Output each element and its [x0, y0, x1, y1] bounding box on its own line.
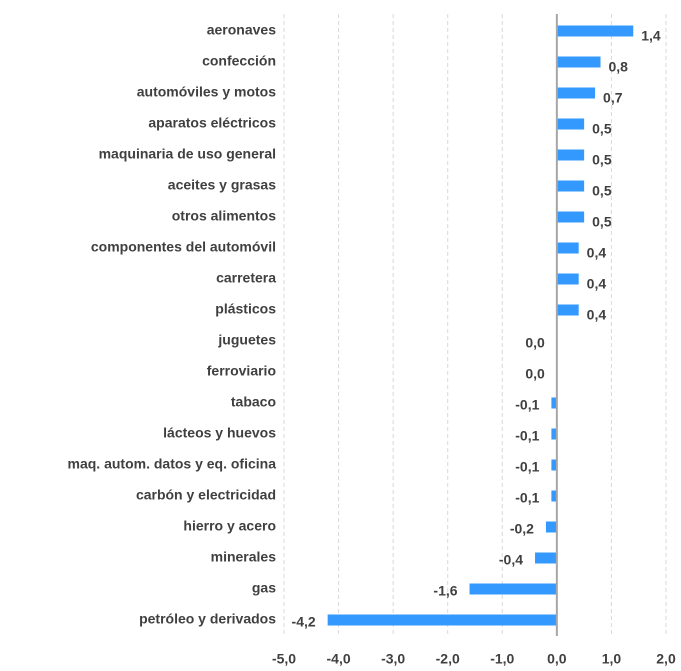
category-label: tabaco [231, 394, 276, 410]
bar [556, 242, 579, 254]
category-label: juguetes [217, 332, 276, 348]
value-label: -0,1 [515, 459, 539, 475]
category-label: plásticos [215, 301, 276, 317]
x-tick-label: -5,0 [272, 651, 296, 667]
category-label: maquinaria de uso general [99, 146, 276, 162]
bar [556, 118, 585, 130]
category-label: confección [202, 53, 276, 69]
value-label: -0,1 [515, 397, 539, 413]
value-label: 0,4 [587, 276, 607, 292]
bar [556, 304, 579, 316]
category-label: gas [252, 580, 276, 596]
value-label: 0,4 [587, 245, 607, 261]
bar [545, 521, 557, 533]
value-label: -0,1 [515, 428, 539, 444]
category-label: minerales [211, 549, 277, 565]
value-label: 0,5 [592, 214, 612, 230]
value-label: 0,4 [587, 307, 607, 323]
category-label: automóviles y motos [137, 84, 276, 100]
value-label: 0,7 [603, 90, 623, 106]
bar [556, 56, 601, 68]
category-label: componentes del automóvil [91, 239, 276, 255]
x-tick-label: -1,0 [490, 651, 514, 667]
bar [556, 87, 596, 99]
x-tick-label: 2,0 [656, 651, 676, 667]
value-label: 0,5 [592, 152, 612, 168]
category-label: aceites y grasas [168, 177, 276, 193]
category-label: petróleo y derivados [139, 611, 276, 627]
category-label: lácteos y huevos [163, 425, 276, 441]
value-label: 0,0 [525, 366, 545, 382]
category-label: ferroviario [207, 363, 276, 379]
value-label: 0,5 [592, 183, 612, 199]
bar [535, 552, 557, 564]
value-label: -4,2 [292, 614, 316, 630]
value-label: -0,4 [499, 552, 523, 568]
value-label: -0,1 [515, 490, 539, 506]
x-tick-label: -3,0 [381, 651, 405, 667]
bar [551, 397, 557, 409]
category-label: aeronaves [207, 22, 276, 38]
bar [551, 490, 557, 502]
bar [556, 273, 579, 285]
value-label: 1,4 [641, 28, 661, 44]
bar [469, 583, 557, 595]
bar [556, 149, 585, 161]
x-tick-label: -2,0 [436, 651, 460, 667]
value-label: 0,0 [525, 335, 545, 351]
category-label: carretera [216, 270, 276, 286]
x-tick-label: -4,0 [327, 651, 351, 667]
bar [551, 459, 557, 471]
value-label: -1,6 [433, 583, 457, 599]
value-label: 0,8 [609, 59, 629, 75]
category-label: otros alimentos [172, 208, 276, 224]
value-label: -0,2 [510, 521, 534, 537]
value-label: 0,5 [592, 121, 612, 137]
bar [327, 614, 557, 626]
category-label: carbón y electricidad [136, 487, 276, 503]
bar [556, 25, 634, 37]
bar [551, 428, 557, 440]
bar [556, 211, 585, 223]
bar [556, 180, 585, 192]
category-label: aparatos eléctricos [148, 115, 276, 131]
category-label: maq. autom. datos y eq. oficina [68, 456, 277, 472]
category-label: hierro y acero [183, 518, 276, 534]
x-tick-label: 1,0 [602, 651, 622, 667]
x-tick-label: 0,0 [547, 651, 567, 667]
